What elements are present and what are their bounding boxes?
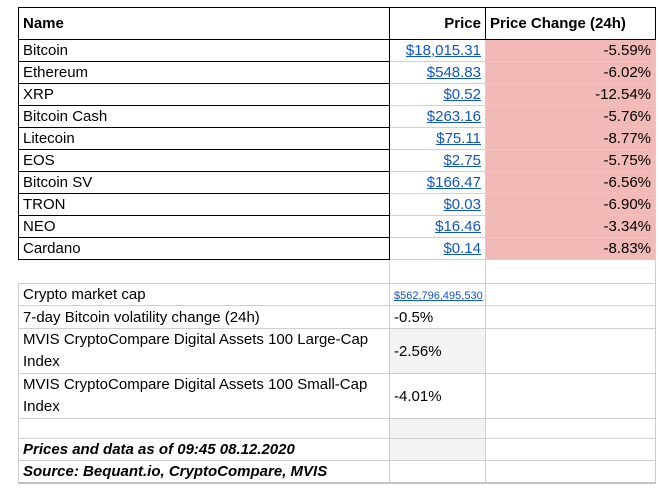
price-link[interactable]: $263.16 xyxy=(426,108,481,125)
column-header-change: Price Change (24h) xyxy=(485,7,656,40)
table-row: NEO $16.46 -3.34% xyxy=(18,215,656,238)
price-link[interactable]: $2.75 xyxy=(443,152,481,169)
table-row: Bitcoin Cash $263.16 -5.76% xyxy=(18,105,656,128)
price-cell: $548.83 xyxy=(389,61,486,84)
spacer-row xyxy=(18,418,656,439)
price-link[interactable]: $166.47 xyxy=(426,174,481,191)
price-link[interactable]: $18,015.31 xyxy=(405,42,481,59)
empty-cell xyxy=(389,460,486,484)
table-row: EOS $2.75 -5.75% xyxy=(18,149,656,172)
coin-name-cell: NEO xyxy=(18,215,390,238)
footnote-source: Source: Bequant.io, CryptoCompare, MVIS xyxy=(18,460,390,484)
stat-value-cell: $562,796,495,530 xyxy=(389,283,486,306)
header-row: Name Price Price Change (24h) xyxy=(18,7,656,40)
stat-label: MVIS CryptoCompare Digital Assets 100 Sm… xyxy=(18,373,390,419)
price-cell: $263.16 xyxy=(389,105,486,128)
coin-name-cell: Ethereum xyxy=(18,61,390,84)
price-cell: $16.46 xyxy=(389,215,486,238)
empty-cell xyxy=(485,328,656,374)
price-change-cell: -6.56% xyxy=(485,171,656,194)
empty-cell xyxy=(389,438,486,461)
empty-cell xyxy=(485,373,656,419)
empty-cell xyxy=(485,460,656,484)
footnote-timestamp: Prices and data as of 09:45 08.12.2020 xyxy=(18,438,390,461)
empty-cell xyxy=(19,260,390,284)
price-cell: $0.52 xyxy=(389,83,486,106)
coin-name-cell: Bitcoin SV xyxy=(18,171,390,194)
price-link[interactable]: $0.52 xyxy=(443,86,481,103)
column-header-price: Price xyxy=(389,7,486,40)
stat-value: -0.5% xyxy=(389,305,486,329)
coin-name-cell: Cardano xyxy=(18,237,390,260)
price-change-cell: -5.76% xyxy=(485,105,656,128)
market-cap-link[interactable]: $562,796,495,530 xyxy=(394,290,483,302)
empty-cell xyxy=(485,305,656,329)
coin-name-cell: Bitcoin Cash xyxy=(18,105,390,128)
stat-row: MVIS CryptoCompare Digital Assets 100 Sm… xyxy=(18,373,656,419)
coin-name-cell: Bitcoin xyxy=(18,39,390,62)
table-row: Bitcoin $18,015.31 -5.59% xyxy=(18,39,656,62)
stat-label: 7-day Bitcoin volatility change (24h) xyxy=(18,305,390,329)
price-cell: $0.14 xyxy=(389,237,486,260)
price-link[interactable]: $0.14 xyxy=(443,240,481,257)
stat-value: -4.01% xyxy=(389,373,486,419)
price-cell: $18,015.31 xyxy=(389,39,486,62)
table-row: TRON $0.03 -6.90% xyxy=(18,193,656,216)
coin-name-cell: EOS xyxy=(18,149,390,172)
price-change-cell: -8.77% xyxy=(485,127,656,150)
price-change-cell: -8.83% xyxy=(485,237,656,260)
column-header-name: Name xyxy=(18,7,390,40)
price-change-cell: -5.59% xyxy=(485,39,656,62)
price-cell: $166.47 xyxy=(389,171,486,194)
coin-name-cell: Litecoin xyxy=(18,127,390,150)
price-change-cell: -3.34% xyxy=(485,215,656,238)
price-change-cell: -12.54% xyxy=(485,83,656,106)
price-link[interactable]: $0.03 xyxy=(443,196,481,213)
empty-cell xyxy=(485,259,656,284)
price-cell: $0.03 xyxy=(389,193,486,216)
stat-row: MVIS CryptoCompare Digital Assets 100 La… xyxy=(18,328,656,374)
price-link[interactable]: $75.11 xyxy=(436,130,481,147)
price-change-cell: -5.75% xyxy=(485,149,656,172)
table-row: XRP $0.52 -12.54% xyxy=(18,83,656,106)
coin-name-cell: TRON xyxy=(18,193,390,216)
table-row: Bitcoin SV $166.47 -6.56% xyxy=(18,171,656,194)
stat-label: Crypto market cap xyxy=(18,283,390,306)
price-cell: $75.11 xyxy=(389,127,486,150)
empty-cell xyxy=(485,283,656,306)
footnote-row: Prices and data as of 09:45 08.12.2020 xyxy=(18,438,656,461)
stat-value: -2.56% xyxy=(389,328,486,374)
empty-cell xyxy=(18,418,390,439)
coin-name-cell: XRP xyxy=(18,83,390,106)
table-row: Litecoin $75.11 -8.77% xyxy=(18,127,656,150)
table-row: Ethereum $548.83 -6.02% xyxy=(18,61,656,84)
footnote-row: Source: Bequant.io, CryptoCompare, MVIS xyxy=(18,460,656,484)
price-change-cell: -6.02% xyxy=(485,61,656,84)
crypto-price-table: Name Price Price Change (24h) Bitcoin $1… xyxy=(18,7,656,484)
price-change-cell: -6.90% xyxy=(485,193,656,216)
empty-cell xyxy=(485,418,656,439)
price-link[interactable]: $16.46 xyxy=(435,218,481,235)
stat-label: MVIS CryptoCompare Digital Assets 100 La… xyxy=(18,328,390,374)
stat-row: Crypto market cap $562,796,495,530 xyxy=(18,283,656,306)
empty-cell xyxy=(389,418,486,439)
spacer-row xyxy=(19,259,656,284)
stat-row: 7-day Bitcoin volatility change (24h) -0… xyxy=(18,305,656,329)
empty-cell xyxy=(389,259,486,284)
table-row: Cardano $0.14 -8.83% xyxy=(18,237,656,260)
empty-cell xyxy=(485,438,656,461)
price-cell: $2.75 xyxy=(389,149,486,172)
price-link[interactable]: $548.83 xyxy=(426,64,481,81)
